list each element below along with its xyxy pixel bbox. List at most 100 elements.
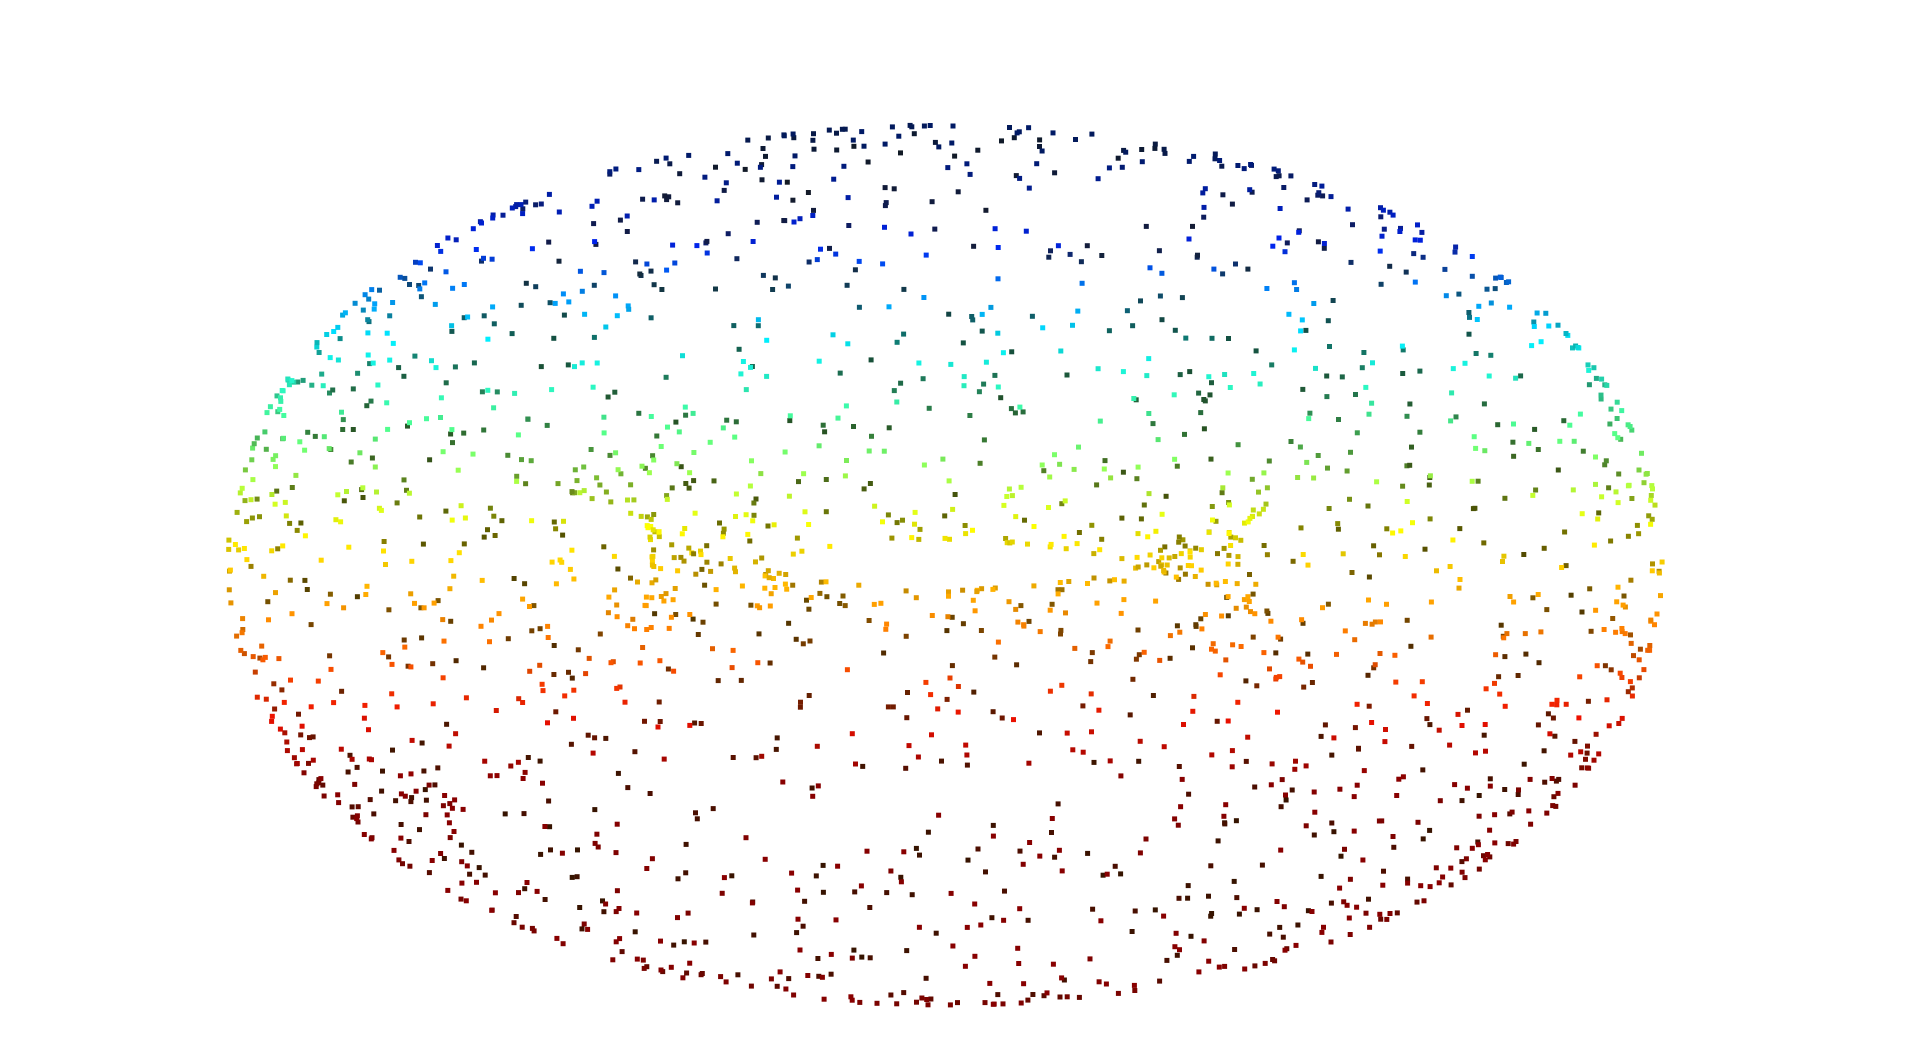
torus-point: [1352, 637, 1358, 643]
torus-point: [1000, 350, 1006, 356]
torus-point: [1226, 336, 1231, 341]
torus-point: [896, 133, 902, 139]
torus-point: [963, 742, 969, 748]
torus-point: [1507, 594, 1513, 599]
torus-point: [1619, 675, 1625, 680]
torus-point: [1006, 599, 1012, 605]
torus-point: [965, 857, 971, 863]
torus-point: [1321, 924, 1326, 930]
torus-point: [1399, 343, 1405, 349]
torus-point: [675, 915, 680, 921]
torus-point: [531, 928, 537, 934]
torus-point: [613, 850, 619, 856]
torus-point: [1647, 643, 1653, 648]
torus-point: [806, 259, 812, 265]
torus-point: [715, 678, 721, 684]
torus-point: [402, 793, 408, 799]
torus-point: [1246, 599, 1252, 604]
torus-point: [608, 499, 614, 505]
torus-point: [1602, 462, 1608, 468]
torus-point: [702, 174, 708, 180]
torus-point: [1269, 362, 1275, 368]
torus-point: [545, 720, 550, 726]
torus-point: [960, 340, 966, 346]
torus-point: [589, 203, 595, 209]
torus-point: [1119, 556, 1125, 562]
torus-point: [401, 373, 407, 379]
torus-point: [743, 387, 749, 393]
torus-point: [594, 198, 600, 204]
torus-point: [450, 285, 456, 291]
torus-point: [905, 690, 910, 695]
torus-point: [1311, 475, 1317, 481]
torus-point: [644, 514, 650, 520]
torus-point: [283, 513, 289, 519]
torus-point: [417, 827, 422, 833]
torus-point: [1235, 561, 1241, 567]
torus-point: [459, 880, 465, 886]
torus-point: [1453, 414, 1459, 420]
torus-point: [601, 414, 607, 420]
torus-point: [882, 185, 888, 191]
torus-point: [1300, 659, 1306, 665]
torus-point: [1381, 868, 1386, 874]
torus-point: [942, 513, 948, 519]
torus-point: [606, 594, 612, 600]
torus-point: [852, 267, 858, 273]
torus-point: [1212, 648, 1218, 654]
torus-point: [417, 514, 423, 520]
torus-point: [1361, 768, 1367, 774]
torus-point: [1229, 201, 1235, 207]
torus-point: [370, 360, 376, 366]
torus-point: [401, 477, 407, 483]
torus-point: [422, 787, 428, 793]
torus-point: [1209, 752, 1215, 758]
torus-point: [999, 715, 1005, 721]
torus-point: [906, 743, 912, 749]
torus-point: [361, 715, 367, 721]
torus-point: [390, 300, 396, 305]
torus-point: [1133, 656, 1139, 662]
torus-point: [1232, 947, 1238, 952]
torus-point: [1469, 478, 1475, 484]
torus-point: [1097, 547, 1103, 553]
torus-point: [234, 633, 240, 639]
torus-point: [1627, 424, 1633, 429]
torus-point: [1162, 544, 1168, 550]
torus-point: [1041, 993, 1047, 999]
torus-point: [1206, 374, 1212, 380]
torus-point: [816, 443, 822, 449]
torus-point: [1636, 467, 1642, 473]
torus-point: [983, 869, 988, 875]
torus-point: [516, 696, 522, 702]
torus-point: [1070, 322, 1075, 328]
torus-point: [443, 269, 449, 275]
torus-point: [1089, 522, 1095, 528]
torus-point: [1331, 829, 1337, 835]
torus-point: [1022, 517, 1027, 523]
torus-point: [849, 731, 855, 737]
torus-point: [804, 597, 809, 603]
torus-point: [1294, 287, 1300, 292]
torus-point: [1555, 467, 1561, 473]
torus-point: [1316, 190, 1322, 196]
torus-point: [546, 239, 552, 245]
torus-point: [614, 888, 620, 894]
torus-point: [249, 515, 255, 521]
torus-point: [1190, 223, 1195, 229]
torus-point: [1649, 516, 1655, 522]
torus-point: [1050, 961, 1056, 967]
torus-point: [372, 464, 378, 470]
torus-point: [429, 858, 435, 863]
torus-point: [1544, 607, 1550, 613]
torus-point: [1420, 836, 1426, 842]
torus-point: [1152, 145, 1158, 151]
torus-point: [1488, 352, 1494, 358]
torus-point: [1270, 243, 1276, 249]
torus-point: [1176, 895, 1182, 901]
torus-point: [730, 647, 736, 653]
torus-point: [945, 614, 951, 620]
torus-point: [1172, 816, 1178, 822]
torus-point: [1220, 271, 1226, 277]
